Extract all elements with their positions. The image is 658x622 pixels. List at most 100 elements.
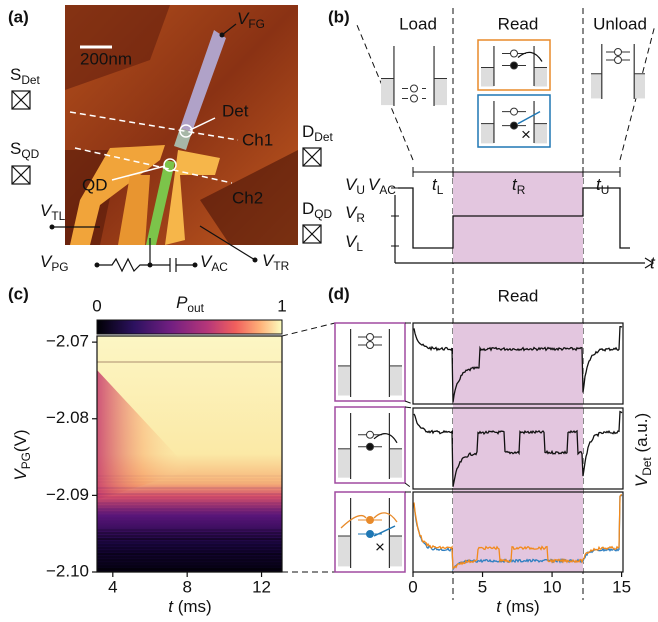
label-part: TL — [51, 209, 65, 223]
heatmap-stripe — [97, 487, 282, 489]
heatmap-stripe — [97, 547, 282, 549]
x-tick-label: 8 — [182, 577, 191, 596]
label-part: out — [187, 301, 204, 315]
lead — [389, 449, 402, 478]
heatmap-stripe — [97, 499, 282, 501]
electron — [511, 50, 518, 57]
label-part: Det — [314, 130, 333, 144]
label-part: D — [302, 122, 314, 141]
heatmap-stripe — [97, 556, 282, 558]
heatmap-stripe — [97, 523, 282, 525]
heatmap-stripe — [97, 559, 282, 561]
x-tick-label: 5 — [478, 577, 487, 596]
label-part: AC — [211, 260, 228, 274]
lead — [534, 68, 547, 87]
heatmap-stripe — [97, 490, 282, 492]
phase-label: Load — [399, 14, 437, 33]
electron — [511, 108, 518, 115]
label-part: (ms) — [501, 597, 540, 616]
y-tick-label: −2.10 — [46, 561, 89, 580]
heatmap-stripe — [97, 544, 282, 546]
heatmap-stripe — [97, 514, 282, 516]
y-tick-label: −2.08 — [46, 408, 89, 427]
panel-label: (a) — [8, 7, 29, 26]
x-tick-label: 4 — [108, 577, 117, 596]
label: SQD — [10, 139, 40, 161]
label: VU — [345, 175, 365, 197]
electron — [615, 57, 622, 64]
label-part: QD — [21, 147, 39, 161]
heatmap-stripe — [97, 520, 282, 522]
heatmap-stripe — [97, 541, 282, 543]
heatmap-stripe — [97, 553, 282, 555]
label-part: U — [601, 183, 610, 197]
lead — [381, 79, 394, 106]
x-tick-label: 12 — [252, 577, 271, 596]
label-part: (V) — [11, 429, 30, 452]
lead — [338, 366, 351, 396]
label: VTR — [262, 251, 290, 273]
heatmap-stripe — [97, 529, 282, 531]
x-tick-label: 15 — [612, 577, 631, 596]
electron — [511, 62, 518, 69]
label-part: L — [437, 183, 444, 197]
label: tU — [596, 175, 609, 197]
label: Ch2 — [232, 188, 263, 207]
electron — [367, 342, 374, 349]
phase-label: Unload — [593, 14, 647, 33]
label-part: QD — [314, 207, 332, 221]
label-part: AC — [379, 183, 396, 197]
panel-label: (c) — [8, 284, 29, 303]
label: QD — [82, 175, 108, 194]
heatmap-stripe — [97, 475, 282, 477]
dot — [253, 258, 258, 263]
x-tick-label: 10 — [543, 577, 562, 596]
label-part: R — [356, 211, 365, 225]
label-part: S — [10, 65, 21, 84]
phase-label: Read — [498, 14, 539, 33]
lead — [591, 74, 602, 99]
label: VTL — [40, 201, 66, 223]
label: DDet — [302, 122, 333, 144]
figure: (a)(b)(c)(d)200nmVFGDetCh1Ch2QDSDetSQDDD… — [0, 0, 658, 622]
zoom-line — [405, 401, 413, 404]
electron — [367, 531, 374, 538]
heatmap-stripe — [97, 532, 282, 534]
label: VL — [345, 232, 363, 254]
colorbar — [97, 320, 282, 334]
heatmap-stripe — [97, 565, 282, 567]
axis-label: VDet (a.u.) — [632, 413, 654, 487]
dot — [193, 263, 198, 268]
page: { "panel_labels": ["(a)", "(b)", "(c)", … — [0, 0, 658, 622]
lead — [481, 124, 494, 144]
heatmap-stripe — [97, 550, 282, 552]
label: Det — [222, 101, 249, 120]
blocked-mark: × — [521, 125, 531, 144]
label-part: L — [356, 240, 363, 254]
blocked-mark: × — [375, 537, 385, 556]
lead — [481, 68, 494, 87]
heatmap-stripe — [97, 496, 282, 498]
label-part: Det — [640, 457, 654, 476]
panel-title: Read — [498, 286, 539, 305]
colorbar-tick-label: 1 — [277, 296, 286, 315]
axis-label: t (ms) — [496, 597, 539, 616]
dot — [220, 33, 225, 38]
electron — [511, 122, 518, 129]
zoom-line — [405, 483, 413, 489]
heatmap-stripe — [97, 562, 282, 564]
label-part: (a.u.) — [632, 413, 651, 457]
label: tL — [432, 175, 444, 197]
label-part: P — [176, 293, 188, 312]
heatmap-stripe — [97, 505, 282, 507]
scale-label: 200nm — [80, 49, 132, 68]
colorbar-tick-label: 0 — [92, 296, 101, 315]
heatmap-stripe — [97, 493, 282, 495]
lead — [634, 74, 645, 99]
colorbar-label: Pout — [176, 293, 205, 315]
zoom-line — [282, 323, 335, 336]
heatmap-stripe — [97, 502, 282, 504]
heatmap-stripe — [97, 568, 282, 570]
axis-label: t — [650, 253, 656, 272]
label: VR — [345, 203, 365, 225]
